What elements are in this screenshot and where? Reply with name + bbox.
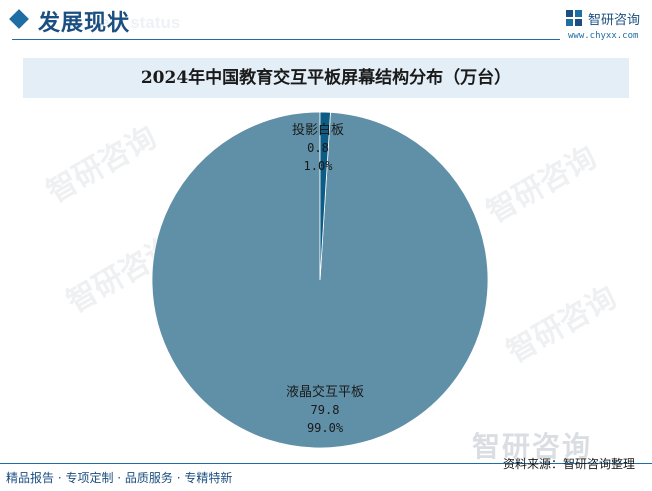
watermark-logo: 智研咨询 — [472, 430, 593, 463]
slice-value-label: 0.8 — [307, 141, 329, 155]
slice-label: 投影白板 — [292, 122, 344, 138]
section-title: 发展现状 — [38, 10, 131, 36]
pie-slice — [319, 111, 331, 281]
source-note: 资料来源：智研咨询整理 — [503, 457, 636, 471]
footer-divider — [0, 463, 652, 464]
slice-label: 液晶交互平板 — [286, 384, 364, 400]
slice-value-label: 79.8 — [311, 403, 340, 417]
brand-url: www.chyxx.com — [568, 31, 639, 41]
header-divider — [12, 39, 560, 40]
brand-logo-icon — [566, 10, 582, 26]
pie-chart: 液晶交互平板 79.8 99.0% 投影白板 0.8 1.0% — [151, 111, 489, 449]
slice-percent-label: 99.0% — [307, 421, 344, 435]
section-subtitle: ent status — [100, 13, 181, 32]
chart-title: 2024年中国教育交互平板屏幕结构分布（万台） — [140, 68, 512, 88]
slice-percent-label: 1.0% — [304, 159, 334, 173]
section-header: ent status 发展现状 智研咨询 www.chyxx.com — [0, 0, 652, 42]
chart-title-band: 2024年中国教育交互平板屏幕结构分布（万台） — [23, 58, 629, 98]
footer-tagline: 精品报告 · 专项定制 · 品质服务 · 专精特新 — [6, 471, 233, 485]
brand-name: 智研咨询 — [588, 12, 641, 27]
